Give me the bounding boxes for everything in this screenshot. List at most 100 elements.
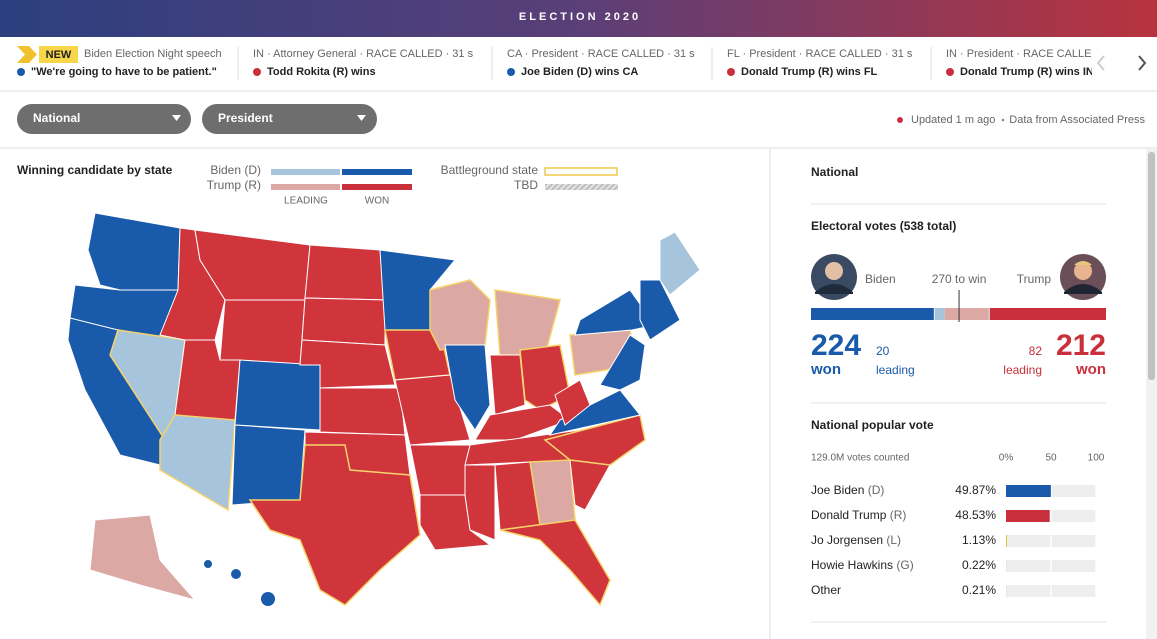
region-dropdown[interactable]: National [17, 104, 191, 134]
header-bar [0, 0, 1157, 37]
trump-photo [1060, 254, 1106, 300]
state [543, 414, 646, 466]
state [159, 414, 236, 512]
ticker-headline: FL · President · RACE CALLED · 31 s [727, 48, 913, 60]
ticker-headline: IN · President · RACE CALLED · 31 s [946, 48, 1131, 60]
scrollbar[interactable] [1146, 149, 1157, 639]
value-label: 48.53% [955, 508, 996, 522]
ticker-headline: CA · President · RACE CALLED · 31 s [507, 48, 695, 60]
dropdown-label: National [33, 111, 80, 125]
bar [1006, 510, 1050, 522]
state [248, 444, 421, 606]
bar [1006, 485, 1051, 497]
dropdown-caret [357, 115, 366, 121]
live-dot [897, 117, 903, 123]
won-count: 224 [811, 329, 861, 362]
ticker-headline: IN · Attorney General · RACE CALLED · 31… [253, 48, 474, 60]
state [304, 244, 386, 301]
state [204, 560, 212, 568]
state [89, 514, 197, 601]
ev-bar [811, 308, 934, 320]
candidate-name: Jo Jorgensen [811, 533, 883, 547]
state [219, 299, 306, 366]
state [231, 424, 306, 506]
ev-bar [944, 308, 989, 320]
legend-label: TBD [514, 178, 538, 192]
ticker-detail: Donald Trump (R) wins FL [741, 66, 878, 78]
party-dot [17, 68, 25, 76]
legend-label: Trump (R) [207, 178, 261, 192]
won-label: won [810, 361, 841, 378]
party-dot [507, 68, 515, 76]
bar [1006, 535, 1008, 547]
legend-label: LEADING [284, 196, 328, 207]
ticker-detail: Joe Biden (D) wins CA [521, 66, 638, 78]
state [234, 359, 321, 431]
scroll-thumb[interactable] [1148, 152, 1155, 380]
dropdown-bg [202, 104, 377, 134]
value-label: 49.87% [955, 483, 996, 497]
candidate-name: Trump [1017, 272, 1052, 286]
ticker-detail: "We're going to have to be patient." [31, 66, 217, 78]
candidate-row-name: Other [811, 583, 841, 597]
state [87, 212, 181, 291]
candidate-name: Biden [865, 272, 896, 286]
next-arrow[interactable] [1138, 55, 1147, 71]
party: (L) [886, 533, 901, 547]
state [659, 231, 701, 296]
dropdown-label: President [218, 111, 273, 125]
prev-arrow[interactable] [1096, 55, 1105, 71]
legend-swatch [342, 169, 412, 175]
state [499, 519, 611, 607]
threshold-label: 270 to win [932, 272, 987, 286]
x-tick-label: 0% [999, 453, 1014, 464]
value-label: 1.13% [962, 533, 996, 547]
legend-label: WON [365, 196, 389, 207]
state [569, 459, 611, 511]
legend-swatch [544, 167, 618, 176]
state [548, 389, 641, 436]
legend-label: Biden (D) [210, 163, 261, 177]
state [639, 279, 681, 341]
state [554, 379, 591, 426]
party: (R) [890, 508, 907, 522]
candidate-name: Joe Biden [811, 483, 864, 497]
legend-swatch [545, 184, 618, 190]
value-label: 0.22% [962, 558, 996, 572]
ticker-detail: Todd Rokita (R) wins [267, 66, 376, 78]
candidate-row-name: Howie Hawkins (G) [811, 558, 914, 572]
leading-count: 82 [1029, 344, 1043, 358]
panel-charts: Electoral votes (538 total) Biden Trump 270… [810, 219, 1106, 604]
party: (G) [896, 558, 913, 572]
state [429, 279, 491, 351]
state [261, 592, 275, 606]
badge [39, 46, 78, 63]
ticker-items: NEW Biden Election Night speech "We're goi… [17, 46, 1131, 80]
us-map [67, 212, 701, 607]
map-title: Winning candidate by state [17, 163, 173, 177]
ticker-detail: Donald Trump (R) wins IN [960, 66, 1094, 78]
badge-label: NEW [46, 49, 72, 61]
office-dropdown[interactable]: President [202, 104, 377, 134]
x-tick-label: 50 [1045, 453, 1057, 464]
state [599, 334, 646, 391]
candidate-name: Donald Trump [811, 508, 887, 522]
legend-swatch [271, 184, 340, 190]
value-label: 0.21% [962, 583, 996, 597]
state [231, 569, 241, 579]
state [301, 297, 386, 346]
ticker [0, 37, 1157, 91]
leading-label: leading [1003, 363, 1042, 377]
ticker-headline: Biden Election Night speech [84, 48, 222, 60]
header-title: ELECTION 2020 [519, 11, 641, 23]
candidate-name: Howie Hawkins [811, 558, 893, 572]
state [409, 444, 471, 496]
badge-arrow [17, 46, 37, 63]
chart-title: Electoral votes (538 total) [811, 219, 956, 233]
party-dot [253, 68, 261, 76]
legend-swatch [271, 169, 340, 175]
chart-subtitle: 129.0M votes counted [811, 453, 909, 464]
source: Data from Associated Press [1009, 114, 1145, 126]
party-dot [946, 68, 954, 76]
